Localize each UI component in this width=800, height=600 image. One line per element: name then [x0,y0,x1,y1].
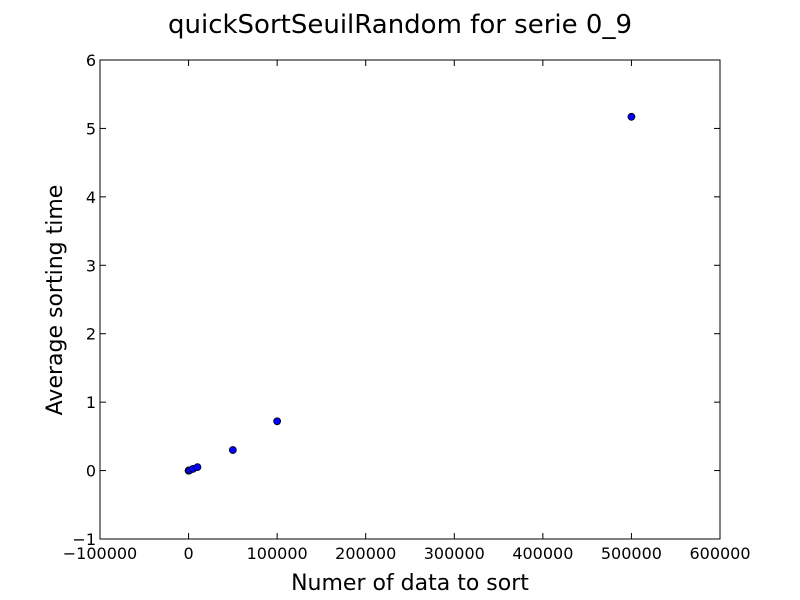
data-point [228,446,237,454]
x-tick-label: 600000 [689,544,750,563]
data-points [184,112,636,475]
y-tick-label: 3 [86,256,96,275]
x-tick-label: 200000 [335,544,396,563]
plot-area-frame [99,59,721,540]
x-tick-label: 300000 [424,544,485,563]
x-axis-title: Numer of data to sort [291,571,529,596]
chart-title: quickSortSeuilRandom for serie 0_9 [168,10,632,40]
y-tick-label: 2 [86,325,96,344]
y-axis-ticks: −1 0 1 2 3 4 5 6 [72,51,720,549]
x-tick-label: −100000 [63,544,137,563]
y-tick-label: −1 [72,530,96,549]
y-tick-label: 4 [86,188,96,207]
y-axis-title: Average sorting time [43,185,68,416]
x-tick-label: 0 [183,544,193,563]
data-point [273,417,282,426]
x-tick-label: 100000 [247,544,308,563]
y-tick-label: 0 [86,462,96,481]
x-axis-ticks: −100000 0 100000 200000 300000 400000 500000 60… [63,60,751,563]
y-tick-label: 5 [86,119,96,138]
data-point [193,463,202,472]
x-tick-label: 500000 [601,544,662,563]
y-tick-label: 1 [86,393,96,412]
x-tick-label: 400000 [512,544,573,563]
y-tick-label: 6 [86,51,96,70]
data-point [627,112,636,121]
